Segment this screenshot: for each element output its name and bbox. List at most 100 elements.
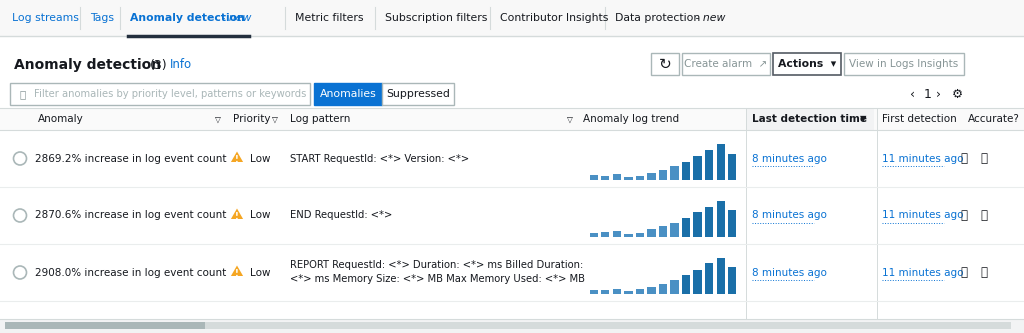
Bar [693, 212, 701, 237]
Bar [590, 233, 598, 237]
Text: Anomaly: Anomaly [38, 114, 84, 124]
Polygon shape [230, 265, 243, 276]
Bar [651, 53, 679, 75]
Bar [601, 290, 609, 294]
Bar [590, 290, 598, 294]
Text: Accurate?: Accurate? [968, 114, 1020, 124]
Text: 2870.6% increase in log event count: 2870.6% increase in log event count [35, 210, 226, 220]
Text: Contributor Insights: Contributor Insights [500, 13, 608, 23]
Text: Priority: Priority [233, 114, 270, 124]
Text: Low: Low [250, 267, 270, 277]
Text: Create alarm  ↗: Create alarm ↗ [684, 59, 768, 69]
Text: REPORT RequestId: <*> Duration: <*> ms Billed Duration:: REPORT RequestId: <*> Duration: <*> ms B… [290, 260, 584, 270]
Text: 👎: 👎 [980, 266, 987, 279]
Text: Log pattern: Log pattern [290, 114, 350, 124]
Text: Anomaly detection: Anomaly detection [14, 58, 161, 72]
Bar [658, 226, 668, 237]
Text: 8 minutes ago: 8 minutes ago [752, 154, 826, 164]
Text: 👎: 👎 [980, 152, 987, 165]
Text: 8 minutes ago: 8 minutes ago [752, 210, 826, 220]
Text: 8 minutes ago: 8 minutes ago [752, 267, 826, 277]
Bar [647, 287, 655, 294]
Bar [658, 170, 668, 180]
Bar [728, 210, 736, 237]
Bar [647, 229, 655, 237]
Text: 1: 1 [924, 88, 932, 101]
Text: ↻: ↻ [658, 57, 672, 72]
Bar [382, 83, 454, 105]
Bar [636, 233, 644, 237]
Bar [636, 289, 644, 294]
Text: ▽: ▽ [272, 115, 278, 124]
Bar [671, 280, 679, 294]
Bar [0, 319, 1024, 333]
Bar [773, 53, 841, 75]
Text: 👍: 👍 [961, 152, 967, 165]
Text: Suppressed: Suppressed [386, 89, 450, 99]
Text: ▼: ▼ [860, 115, 866, 124]
Text: Low: Low [250, 210, 270, 220]
Bar [636, 176, 644, 180]
Bar [625, 233, 633, 237]
Bar [717, 144, 725, 180]
Text: Data protection: Data protection [615, 13, 700, 23]
Bar [658, 284, 668, 294]
Polygon shape [230, 208, 243, 219]
Bar [0, 108, 1024, 130]
Bar [10, 83, 310, 105]
Bar [647, 173, 655, 180]
Text: ‹: ‹ [910, 88, 915, 101]
Text: !: ! [236, 212, 239, 221]
Bar [728, 267, 736, 294]
Text: Filter anomalies by priority level, patterns or keywords: Filter anomalies by priority level, patt… [34, 89, 306, 99]
Text: 2869.2% increase in log event count: 2869.2% increase in log event count [35, 154, 226, 164]
Text: Tags: Tags [90, 13, 114, 23]
Bar [601, 176, 609, 180]
Text: Low: Low [250, 154, 270, 164]
Text: !: ! [236, 155, 239, 164]
Bar [671, 222, 679, 237]
Text: ›: › [936, 88, 941, 101]
Bar [601, 232, 609, 237]
Polygon shape [230, 152, 243, 162]
Text: 11 minutes ago: 11 minutes ago [882, 154, 964, 164]
Bar [693, 270, 701, 294]
Text: - new: - new [218, 13, 252, 23]
Bar [0, 36, 1024, 333]
Text: Actions  ▾: Actions ▾ [778, 59, 837, 69]
Bar [705, 150, 714, 180]
Text: 11 minutes ago: 11 minutes ago [882, 210, 964, 220]
Bar [314, 83, 382, 105]
Bar [728, 154, 736, 180]
Bar [612, 231, 621, 237]
Text: Log streams: Log streams [12, 13, 79, 23]
Text: - new: - new [691, 13, 725, 23]
Text: 🔍: 🔍 [20, 89, 27, 99]
Text: Subscription filters: Subscription filters [385, 13, 487, 23]
Bar [0, 187, 1024, 244]
Text: (3): (3) [150, 59, 168, 72]
Bar [612, 288, 621, 294]
Text: Anomalies: Anomalies [319, 89, 377, 99]
Text: Last detection time: Last detection time [752, 114, 867, 124]
Bar [671, 166, 679, 180]
Text: Anomaly log trend: Anomaly log trend [583, 114, 679, 124]
Text: ▽: ▽ [567, 115, 572, 124]
Bar [717, 258, 725, 294]
Bar [717, 201, 725, 237]
Text: 2908.0% increase in log event count: 2908.0% increase in log event count [35, 267, 226, 277]
Bar [746, 108, 874, 130]
Text: Metric filters: Metric filters [295, 13, 364, 23]
Text: Anomaly detection: Anomaly detection [130, 13, 245, 23]
Bar [705, 207, 714, 237]
Text: 11 minutes ago: 11 minutes ago [882, 267, 964, 277]
Bar [612, 174, 621, 180]
Text: START RequestId: <*> Version: <*>: START RequestId: <*> Version: <*> [290, 154, 469, 164]
Text: !: ! [236, 269, 239, 278]
Text: ▽: ▽ [215, 115, 221, 124]
Bar [625, 291, 633, 294]
Bar [682, 53, 770, 75]
Bar [625, 177, 633, 180]
Bar [590, 175, 598, 180]
Bar [682, 275, 690, 294]
